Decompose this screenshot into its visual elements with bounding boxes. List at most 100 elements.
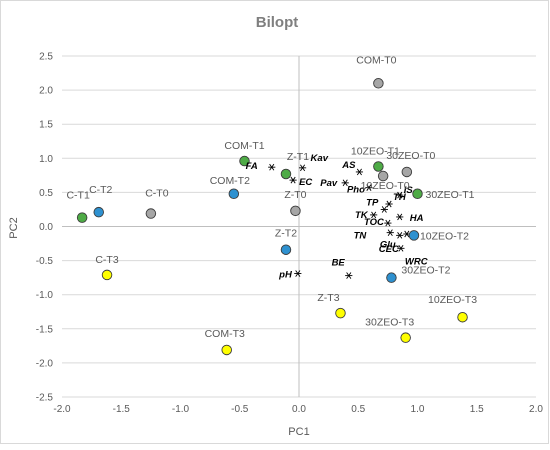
sample-label: 30ZEO-T1 xyxy=(426,189,475,201)
sample-label: C-T1 xyxy=(66,190,89,202)
sample-marker xyxy=(101,269,113,281)
sample-label: 10ZEO-T1 xyxy=(351,145,400,157)
sample-marker xyxy=(280,168,292,180)
variable-label: IS xyxy=(404,185,414,196)
variable-label: Pav xyxy=(320,178,338,189)
sample-marker xyxy=(386,272,397,283)
sample-marker xyxy=(221,344,232,356)
sample-marker xyxy=(408,230,420,241)
variable-label: TK xyxy=(355,210,369,221)
sample-marker xyxy=(401,166,413,178)
variable-marker xyxy=(384,219,392,227)
variable-label: Kav xyxy=(311,153,329,164)
y-tick-label: -1.0 xyxy=(36,290,54,301)
variable-marker xyxy=(396,191,404,199)
x-tick-label: 0.5 xyxy=(351,404,365,415)
sample-label: Z-T0 xyxy=(284,189,306,201)
sample-label: 10ZEO-T2 xyxy=(420,230,469,242)
x-axis-label: PC1 xyxy=(288,426,309,438)
variable-marker xyxy=(397,245,405,252)
variable-label: WRC xyxy=(405,256,428,267)
variable-marker xyxy=(396,232,404,239)
variable-marker xyxy=(365,184,373,191)
x-tick-label: -1.0 xyxy=(172,404,190,415)
sample-marker xyxy=(228,188,240,200)
sample-label: 10ZEO-T3 xyxy=(428,294,477,306)
x-tick-label: 2.0 xyxy=(529,404,543,415)
sample-label: Z-T2 xyxy=(275,228,297,240)
x-tick-label: -1.5 xyxy=(113,404,131,415)
sample-marker xyxy=(290,205,301,217)
x-tick-label: -2.0 xyxy=(53,404,71,415)
variable-marker xyxy=(289,176,297,184)
x-tick-label: 0.0 xyxy=(292,404,306,415)
x-tick-label: 1.5 xyxy=(470,404,484,415)
variable-marker xyxy=(355,168,364,176)
sample-label: COM-T1 xyxy=(224,140,264,152)
variable-marker xyxy=(380,206,388,213)
sample-label: 30ZEO-T2 xyxy=(401,265,450,277)
sample-marker xyxy=(400,332,411,343)
variable-label: BE xyxy=(332,258,346,269)
sample-marker xyxy=(335,307,346,319)
variable-marker xyxy=(385,200,393,208)
y-tick-label: 1.0 xyxy=(39,154,53,165)
variable-marker xyxy=(345,272,353,279)
variable-label: HA xyxy=(410,213,424,224)
axes: 2.52.01.51.00.50.0-0.5-1.0-1.5-2.0-2.5-2… xyxy=(36,52,544,416)
variable-marker xyxy=(268,163,276,171)
variable-label: FA xyxy=(246,161,258,172)
y-tick-label: 0.0 xyxy=(39,222,53,233)
variable-marker xyxy=(341,179,349,187)
y-tick-label: -1.5 xyxy=(36,324,54,335)
sample-label: C-T3 xyxy=(95,254,118,266)
sample-label: COM-T0 xyxy=(356,54,396,66)
variable-marker xyxy=(294,270,302,277)
sample-marker xyxy=(93,206,104,218)
variable-label: TOC xyxy=(364,217,384,228)
variable-marker xyxy=(386,229,394,236)
sample-label: Z-T3 xyxy=(317,292,339,304)
variable-marker xyxy=(396,213,404,221)
y-tick-label: 0.5 xyxy=(39,188,53,199)
sample-marker xyxy=(412,188,423,200)
y-tick-label: 2.0 xyxy=(39,86,53,97)
chart-title: Bilopt xyxy=(256,14,299,31)
sample-label: C-T2 xyxy=(89,184,112,196)
y-tick-label: -0.5 xyxy=(36,256,54,267)
sample-markers xyxy=(76,78,468,356)
variable-marker xyxy=(370,211,378,219)
sample-marker xyxy=(239,155,250,167)
sample-label: 30ZEO-T0 xyxy=(386,150,435,162)
sample-marker xyxy=(145,208,157,219)
variable-label: AS xyxy=(341,160,356,171)
sample-label: 30ZEO-T3 xyxy=(365,317,414,329)
sample-marker xyxy=(373,78,384,89)
variable-label: pH xyxy=(278,270,293,281)
sample-marker xyxy=(457,311,468,323)
y-tick-label: -2.5 xyxy=(36,393,54,404)
y-axis-label: PC2 xyxy=(8,217,20,238)
variable-markers xyxy=(268,163,411,279)
sample-marker xyxy=(373,161,384,172)
variable-label: CEC xyxy=(379,244,399,255)
sample-label: COM-T3 xyxy=(205,328,245,340)
y-tick-label: 2.5 xyxy=(39,52,53,63)
variable-label: TP xyxy=(366,197,379,208)
sample-label: COM-T2 xyxy=(210,175,250,187)
sample-label: 10ZEO-T0 xyxy=(361,180,410,192)
variable-marker xyxy=(298,164,307,172)
sample-label: C-T0 xyxy=(145,188,168,200)
x-tick-label: -0.5 xyxy=(231,404,249,415)
variable-label: Glu xyxy=(380,239,396,250)
sample-marker xyxy=(377,170,389,182)
sample-marker xyxy=(76,212,88,223)
variable-label: TN xyxy=(354,231,368,242)
variable-label: TH xyxy=(393,192,407,203)
y-tick-label: 1.5 xyxy=(39,120,53,131)
sample-label: Z-T1 xyxy=(287,151,309,163)
y-tick-label: -2.0 xyxy=(36,358,54,369)
variable-label: EC xyxy=(299,177,312,188)
